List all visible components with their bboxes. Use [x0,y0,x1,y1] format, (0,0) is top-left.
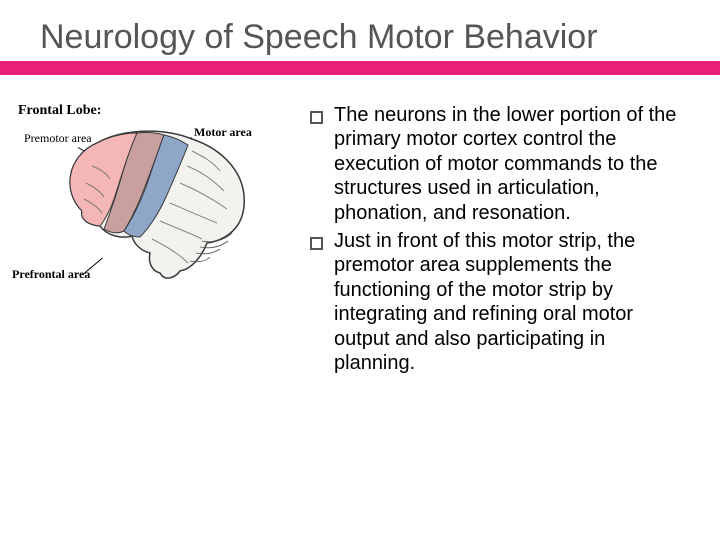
brain-icon [52,121,262,291]
slide-title: Neurology of Speech Motor Behavior [40,18,720,57]
accent-bar [0,61,720,75]
diagram-heading: Frontal Lobe: [18,103,101,119]
text-column: The neurons in the lower portion of the … [300,103,690,379]
list-item: The neurons in the lower portion of the … [300,103,690,225]
content-row: Frontal Lobe: Premotor area Motor area P… [0,75,720,379]
list-item: Just in front of this motor strip, the p… [300,229,690,375]
brain-diagram: Frontal Lobe: Premotor area Motor area P… [12,103,292,379]
title-block: Neurology of Speech Motor Behavior [0,0,720,57]
bullet-list: The neurons in the lower portion of the … [300,103,690,375]
